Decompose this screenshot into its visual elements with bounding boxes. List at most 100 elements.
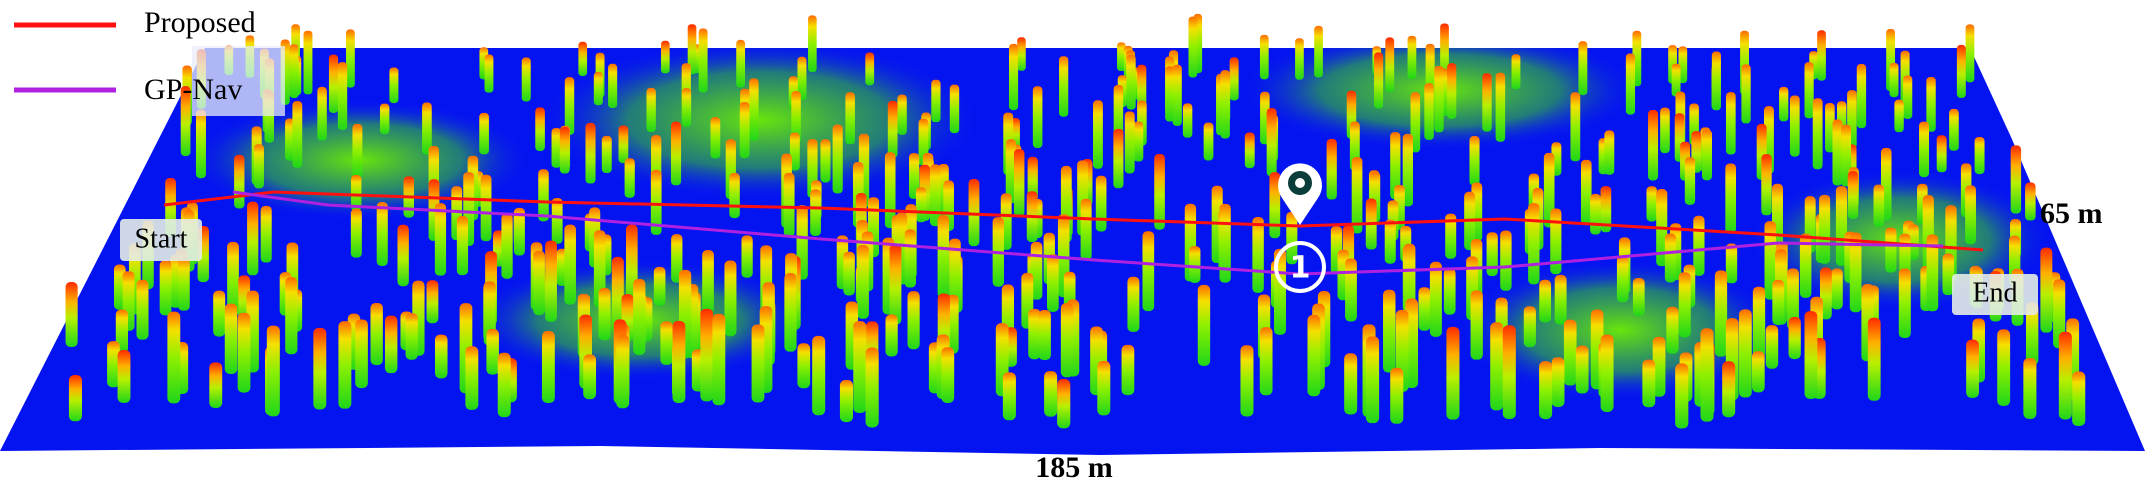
pillar xyxy=(1779,86,1789,122)
end-label: End xyxy=(1972,277,2017,308)
pillar xyxy=(1570,92,1581,162)
pillar xyxy=(384,315,398,374)
pillar xyxy=(598,287,611,341)
pillar xyxy=(633,279,646,355)
pillar xyxy=(1539,279,1552,323)
pillar xyxy=(551,197,563,244)
pillar xyxy=(292,101,303,168)
pillar xyxy=(797,56,807,101)
pillar xyxy=(1678,272,1691,338)
pillar xyxy=(783,172,795,237)
pillar xyxy=(700,308,714,402)
pillar xyxy=(1124,111,1135,174)
pillar xyxy=(1345,258,1357,322)
pillar xyxy=(1711,51,1721,111)
pillar xyxy=(247,201,259,276)
pillar xyxy=(1671,63,1681,97)
pillar xyxy=(1832,119,1843,186)
start-label: Start xyxy=(135,223,188,254)
pillar xyxy=(1725,163,1737,234)
pillar xyxy=(107,341,120,388)
pillar xyxy=(681,88,692,127)
pillar xyxy=(1252,217,1264,293)
pillar xyxy=(1259,34,1269,80)
pillar xyxy=(1956,44,1966,98)
pillar xyxy=(904,229,916,288)
pillar xyxy=(1528,203,1540,285)
pillar xyxy=(397,224,409,287)
pillar xyxy=(2058,331,2072,420)
pillar xyxy=(702,250,714,314)
pillar xyxy=(117,350,131,403)
pillar xyxy=(1047,254,1059,312)
pillar xyxy=(285,277,298,355)
pillar xyxy=(1700,328,1714,422)
pillar xyxy=(1137,64,1147,112)
pillar xyxy=(593,71,603,106)
pillar xyxy=(941,347,955,403)
pillar xyxy=(1646,186,1658,222)
pillar xyxy=(660,321,673,365)
pillar xyxy=(797,343,811,389)
pillar xyxy=(1752,286,1766,358)
pillar xyxy=(832,124,843,194)
pillar xyxy=(1027,156,1038,201)
pillar xyxy=(1402,133,1413,207)
legend-box xyxy=(192,46,285,116)
pillar xyxy=(1543,152,1555,228)
pillar xyxy=(1936,135,1947,173)
pillar xyxy=(115,309,129,354)
pillar xyxy=(1142,231,1155,312)
pillar xyxy=(1804,311,1818,399)
pillar xyxy=(1856,63,1867,129)
pillar xyxy=(810,189,821,236)
pillar xyxy=(2025,182,2036,221)
pillar xyxy=(1819,194,1831,264)
pillar xyxy=(2025,302,2039,366)
pillar xyxy=(1764,221,1777,300)
pillar xyxy=(533,250,545,316)
pillar xyxy=(1632,277,1645,316)
pillar xyxy=(351,175,362,211)
pillar xyxy=(749,78,759,141)
pillar xyxy=(1038,310,1051,361)
pillar xyxy=(1831,268,1843,310)
pillar xyxy=(167,311,181,404)
pillar xyxy=(653,266,666,306)
pillar xyxy=(1926,77,1936,132)
pillar xyxy=(285,118,295,161)
pillar xyxy=(1738,309,1752,398)
pillar xyxy=(1580,159,1592,226)
pillar xyxy=(1903,75,1913,119)
pillar xyxy=(931,79,941,123)
pillar xyxy=(1482,73,1492,132)
end-box xyxy=(1952,274,2038,315)
pillar xyxy=(1121,344,1135,396)
pillar xyxy=(1648,109,1659,181)
pillar xyxy=(618,125,629,164)
pillar xyxy=(671,234,683,283)
pillar xyxy=(1652,336,1666,397)
pillar xyxy=(741,235,753,278)
pillar xyxy=(209,362,223,408)
pillar xyxy=(159,260,172,316)
pillar xyxy=(355,319,368,389)
pillar xyxy=(1965,24,1975,83)
pillar xyxy=(1095,175,1107,232)
pillar xyxy=(1772,279,1785,326)
pillar xyxy=(1126,54,1136,110)
pillar xyxy=(1032,86,1043,148)
pillar xyxy=(1799,233,1812,298)
pillar xyxy=(1407,35,1417,80)
pillar xyxy=(513,207,525,256)
pillar xyxy=(611,256,624,334)
pillar xyxy=(789,132,800,171)
pillar xyxy=(313,327,327,410)
pillar xyxy=(843,251,855,296)
pillar xyxy=(195,109,206,179)
pillar xyxy=(1511,54,1521,90)
pillar xyxy=(180,86,191,157)
pillar xyxy=(1486,232,1498,277)
pillar xyxy=(1867,317,1881,401)
pillar xyxy=(1701,129,1712,181)
